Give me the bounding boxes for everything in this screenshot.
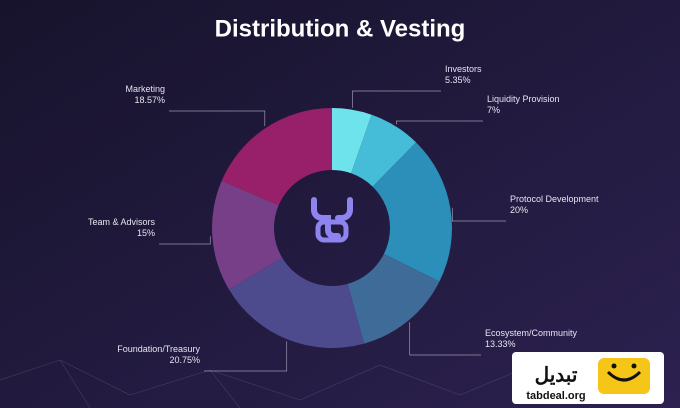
leader-line [204,341,288,372]
slice [228,257,365,348]
watermark-brand: تبدیل [535,364,578,386]
watermark: تبدیل tabdeal.org [512,352,664,404]
slice-label: Liquidity Provision [487,94,560,104]
slice-value: 18.57% [134,95,165,105]
slice [221,108,332,206]
leader-line [451,207,506,222]
slice [347,253,440,344]
slice [351,114,417,187]
slice-value: 20.75% [169,355,200,365]
slice-value: 5.35% [445,75,471,85]
slice-label: Protocol Development [510,194,599,204]
slice-value: 15% [137,228,155,238]
slice [332,108,372,174]
network-decoration [0,359,521,408]
slice-value: 20% [510,205,528,215]
leader-line [169,110,266,127]
watermark-url: tabdeal.org [526,390,585,402]
leader-line [352,90,441,108]
slice-value: 13.33% [485,339,516,349]
slice [372,142,453,282]
slice-label: Foundation/Treasury [117,344,200,354]
slice-label: Marketing [125,84,165,94]
center-logo [311,197,353,243]
chart-title: Distribution & Vesting [215,15,466,42]
slice [212,180,283,290]
leader-line [409,322,481,356]
leader-line [159,236,211,245]
slice-label: Ecosystem/Community [485,328,578,338]
slice-label: Team & Advisors [88,217,156,227]
slice-value: 7% [487,105,500,115]
leader-line [396,120,483,125]
slice-label: Investors [445,64,482,74]
